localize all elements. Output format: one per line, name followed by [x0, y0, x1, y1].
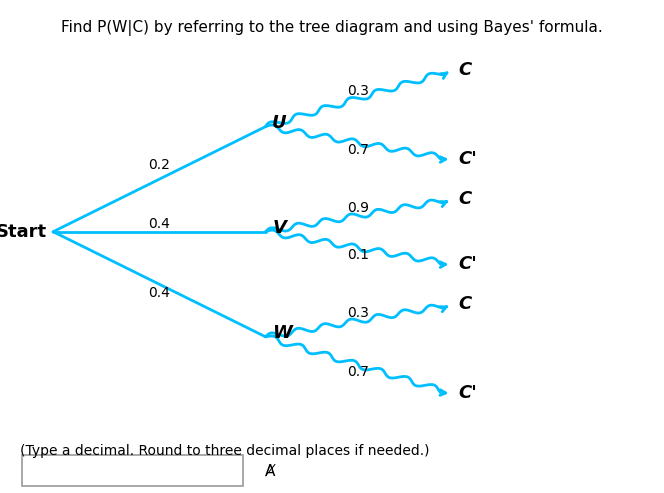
Text: C': C' — [458, 255, 477, 273]
FancyBboxPatch shape — [22, 456, 244, 486]
Text: 0.7: 0.7 — [348, 143, 369, 157]
Text: C: C — [458, 61, 471, 79]
Text: 0.2: 0.2 — [149, 158, 170, 172]
Text: 0.3: 0.3 — [348, 306, 369, 320]
Text: U: U — [272, 113, 287, 132]
Text: Start: Start — [0, 223, 46, 241]
Text: 0.4: 0.4 — [149, 217, 170, 231]
Text: 0.4: 0.4 — [149, 286, 170, 300]
Text: C: C — [458, 295, 471, 314]
Text: C': C' — [458, 385, 477, 402]
Text: C': C' — [458, 150, 477, 168]
Text: C: C — [458, 190, 471, 209]
Text: (Type a decimal. Round to three decimal places if needed.): (Type a decimal. Round to three decimal … — [20, 444, 430, 458]
Text: 0.3: 0.3 — [348, 84, 369, 98]
Text: 0.7: 0.7 — [348, 365, 369, 380]
Text: A̸: A̸ — [266, 463, 276, 478]
Text: 0.9: 0.9 — [347, 201, 370, 215]
Text: 0.1: 0.1 — [347, 248, 370, 262]
Text: Find P(W|C) by referring to the tree diagram and using Bayes' formula.: Find P(W|C) by referring to the tree dia… — [61, 20, 603, 35]
Text: V: V — [272, 219, 286, 237]
Text: W: W — [272, 324, 292, 342]
